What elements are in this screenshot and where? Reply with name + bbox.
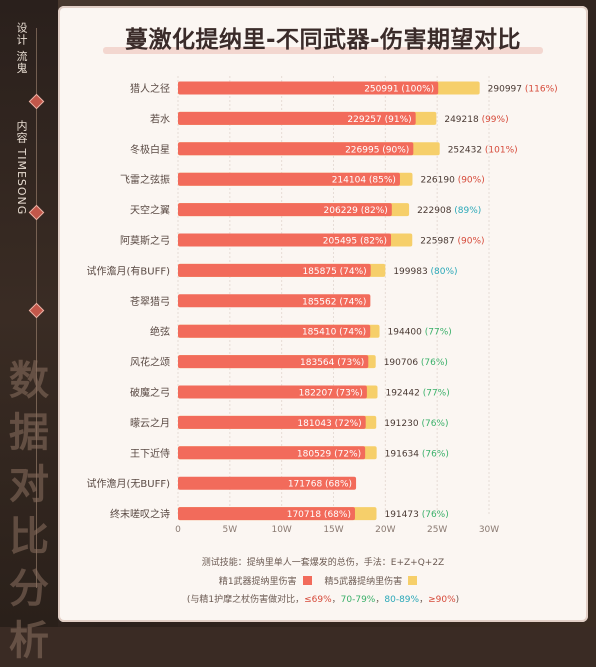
bar-r1-value-label: 171768 (68%) [288,480,352,490]
bar-r1 [178,324,371,338]
x-tick-label: 0 [175,525,181,535]
bar-r5-pct-label: (80%) [431,267,458,277]
sidebar-credit-design: 设计 流鬼 [15,22,28,75]
bar-r5-value-label: 222908 (89%) [417,206,481,216]
x-tick-label: 15W [323,525,343,535]
sidebar: 设计 流鬼 内容 TIMESONG 数据对比分析 [0,0,58,664]
bar-r1 [178,263,371,277]
category-label: 阿莫斯之弓 [120,234,170,247]
bar-r1-value-label: 214104 (85%) [332,176,396,186]
sidebar-credit-content: 内容 TIMESONG [15,120,28,216]
category-label: 天空之翼 [130,204,170,217]
x-tick-label: 25W [427,525,447,535]
bar-r1-value-label: 185410 (74%) [302,328,366,338]
bar-r1-value-label: 170718 (68%) [287,510,351,520]
footer-legend: 精1武器提纳里伤害 精5武器提纳里伤害 [58,574,588,587]
bar-r5-value-label: 190706 (76%) [384,358,448,368]
bar-r1 [178,203,392,217]
bar-r5-value-label: 191230 (76%) [384,419,448,429]
bar-r5-value-label: 249218 (99%) [444,115,508,125]
bar-r1-value-label: 183564 (73%) [300,358,364,368]
bar-r1-value-label: 182207 (73%) [299,389,363,399]
bar-r5-pct-label: (77%) [425,328,452,338]
bar-r5-value-label: 199983 (80%) [393,267,457,277]
x-tick-label: 5W [223,525,238,535]
bar-r5-value-label: 252432 (101%) [448,145,518,155]
category-label: 苍翠猎弓 [130,295,170,308]
footer-note-prefix: (与精1护摩之杖伤害做对比， [186,595,305,605]
bar-r1-value-label: 180529 (72%) [297,449,361,459]
sidebar-watermark: 数据对比分析 [9,357,49,664]
bar-r5-pct-label: (99%) [482,115,509,125]
bar-r5-pct-label: (77%) [423,389,450,399]
tier-red: ≤69% [304,595,332,605]
bar-r5-pct-label: (101%) [485,145,518,155]
bar-r1 [178,111,416,125]
bar-r5-value-label: 192442 (77%) [385,389,449,399]
bar-r1 [178,81,439,95]
tier-cyan: 80-89% [384,595,420,605]
bar-r1 [178,476,357,490]
bar-r1 [178,233,392,247]
bar-r5-pct-label: (116%) [525,85,558,95]
category-label: 风花之颂 [130,356,170,369]
bar-r5-pct-label: (89%) [454,206,481,216]
category-label: 飞雷之弦振 [120,173,170,186]
x-tick-label: 10W [271,525,291,535]
bar-r1-value-label: 185875 (74%) [302,267,366,277]
bar-r5-value-label: 191634 (76%) [385,449,449,459]
tier-red-high: ≥90% [428,595,456,605]
legend-r1-label: 精1武器提纳里伤害 [218,577,297,587]
bar-r5-value-label: 225987 (90%) [420,237,484,247]
bar-r1-value-label: 185562 (74%) [302,297,366,307]
bar-r1-value-label: 250991 (100%) [364,85,434,95]
bar-r1 [178,446,366,460]
footer-method: 测试技能：提纳里单人一套爆发的总伤，手法：E+Z+Q+2Z [201,558,445,568]
bar-r1-value-label: 205495 (82%) [323,237,387,247]
bar-chart: 0 5W 10W 15W 20W 25W 30W 猎人之径 250991 (100%) 29099… [87,76,558,535]
category-label: 终末嗟叹之诗 [110,508,170,521]
legend-r1-swatch [302,576,312,585]
category-label: 若水 [150,112,170,125]
bar-r5-pct-label: (76%) [421,419,448,429]
category-label: 曚云之月 [130,416,170,429]
bar-r1 [178,172,400,186]
footer-note-suffix: ) [455,595,460,605]
bar-r5-value-label: 191473 (76%) [384,510,448,520]
chart-title: 蔓激化提纳里-不同武器-伤害期望对比 [124,27,522,53]
category-label: 猎人之径 [130,82,170,95]
bar-r5-pct-label: (90%) [457,237,484,247]
legend-r5-label: 精5武器提纳里伤害 [324,577,403,587]
category-label: 冬极白星 [130,143,170,156]
category-label: 试作澹月(有BUFF) [87,264,171,277]
bar-r1 [178,355,369,369]
bar-r5-pct-label: (76%) [422,449,449,459]
category-label: 王下近侍 [130,447,170,460]
x-tick-label: 20W [375,525,395,535]
bar-r5-value-label: 290997 (116%) [488,85,558,95]
tier-green: 70-79% [340,595,376,605]
bar-r1-value-label: 226995 (90%) [345,145,409,155]
bar-r1-value-label: 181043 (72%) [297,419,361,429]
bar-r5-pct-label: (76%) [422,510,449,520]
bar-r5-pct-label: (76%) [421,358,448,368]
bar-r1-value-label: 229257 (91%) [347,115,411,125]
category-label: 破魔之弓 [130,386,170,399]
bar-r1 [178,507,355,521]
bar-r5-value-label: 194400 (77%) [388,328,452,338]
x-tick-label: 30W [479,525,499,535]
category-label: 绝弦 [150,325,170,338]
bar-r1 [178,385,367,399]
bar-r1-value-label: 206229 (82%) [324,206,388,216]
bar-r1 [178,294,371,308]
title-underline [103,47,543,54]
category-label: 试作澹月(无BUFF) [87,477,171,490]
footer-note: (与精1护摩之杖伤害做对比，≤69%，70-79%，80-89%，≥90%) [186,595,460,605]
bar-r5-pct-label: (90%) [458,176,485,186]
legend-r5-swatch [408,576,418,585]
bar-r5-value-label: 226190 (90%) [420,176,484,186]
bar-r1 [178,415,366,429]
bar-r1 [178,142,414,156]
